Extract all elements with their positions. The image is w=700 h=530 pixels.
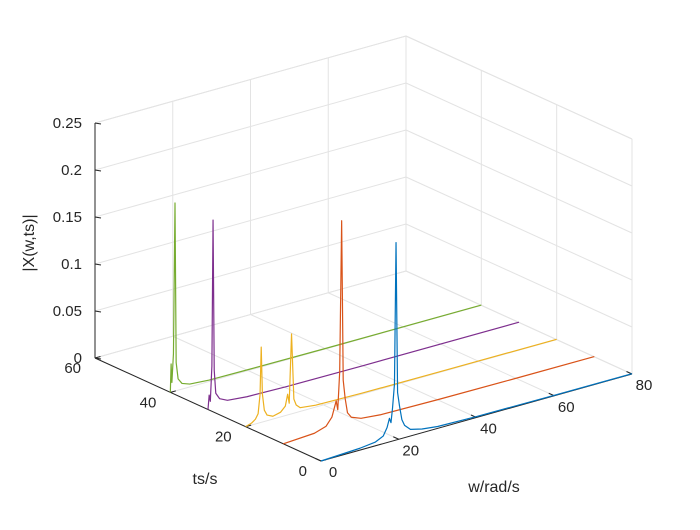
z-tick-label: 0.15 xyxy=(53,209,82,226)
ts-tick xyxy=(170,390,176,393)
z-tick xyxy=(94,122,102,125)
w-tick-label: 80 xyxy=(636,377,653,394)
series-lines xyxy=(169,202,633,462)
grid-line-floor-w xyxy=(172,335,399,440)
grid-line-back-z xyxy=(94,82,407,171)
z-tick xyxy=(94,169,102,172)
series-line-ts-20 xyxy=(245,333,557,428)
y-axis-label: ts/s xyxy=(193,471,218,488)
series-line-ts-0 xyxy=(320,242,633,462)
grid-line-back-z xyxy=(94,223,407,312)
w-tick-label: 60 xyxy=(558,399,575,416)
ts-tick-label: 40 xyxy=(140,394,157,411)
z-tick xyxy=(94,216,102,219)
box-edge xyxy=(94,35,407,124)
box-edge xyxy=(405,35,633,140)
w-tick xyxy=(315,458,322,462)
z-tick xyxy=(94,310,102,313)
ts-tick-label: 60 xyxy=(64,360,81,377)
w-tick-label: 20 xyxy=(402,442,419,459)
z-tick xyxy=(94,357,102,360)
w-tick xyxy=(393,436,399,440)
grid-line-back-z xyxy=(94,176,407,265)
series-line-ts-10 xyxy=(283,220,595,445)
ts-tick-label: 0 xyxy=(299,463,307,480)
grid-line-side-z xyxy=(405,176,633,281)
grid-line-side-z xyxy=(405,223,633,328)
ts-tick-label: 20 xyxy=(215,429,232,446)
w-tick-label: 40 xyxy=(480,421,497,438)
z-tick-label: 0.25 xyxy=(53,115,82,132)
z-tick xyxy=(94,263,102,266)
x-axis-label: w/rad/s xyxy=(467,479,520,496)
w-tick-label: 0 xyxy=(329,464,337,481)
z-tick-label: 0.05 xyxy=(53,303,82,320)
series-line-ts-30 xyxy=(207,219,520,410)
grid-line-back-z xyxy=(94,270,407,359)
z-tick-label: 0.1 xyxy=(61,256,82,273)
grid-line-back-z xyxy=(94,129,407,218)
grid-line-side-z xyxy=(405,82,633,187)
grid-line-side-z xyxy=(405,129,633,234)
z-tick-label: 0.2 xyxy=(61,162,82,179)
z-tick-label: 0 xyxy=(74,350,82,367)
z-axis-label: |X(w,ts)| xyxy=(21,214,38,271)
series-line-ts-40 xyxy=(169,202,482,393)
